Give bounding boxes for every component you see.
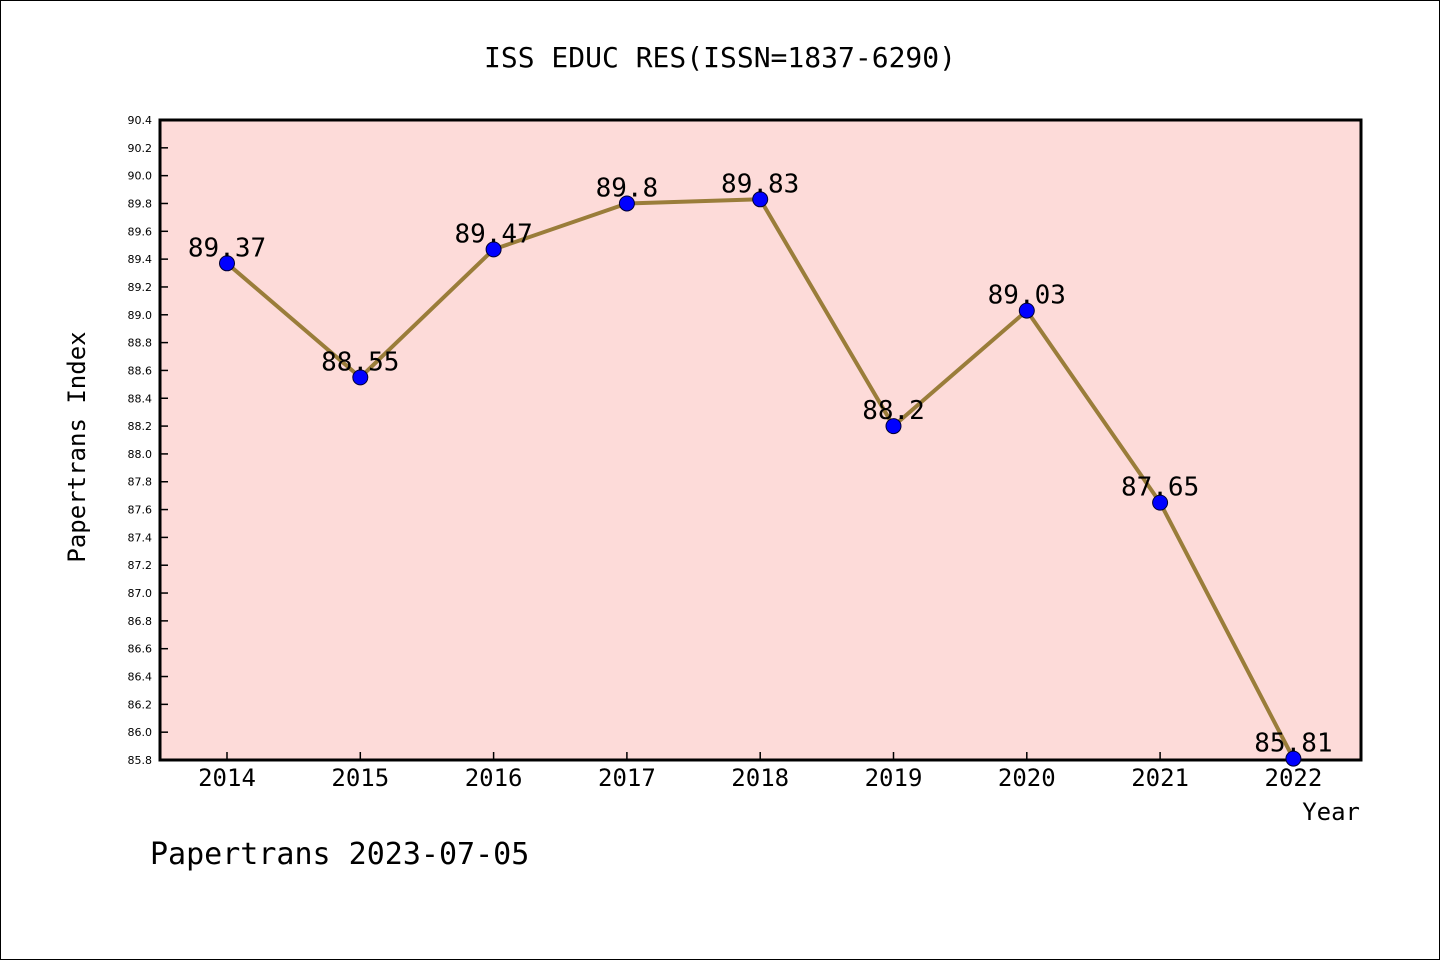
y-tick-label: 87.6	[128, 504, 153, 517]
data-point-marker	[752, 191, 769, 208]
series-line-group	[219, 191, 1302, 767]
plot-area	[158, 118, 1363, 762]
y-tick-label: 86.6	[128, 643, 153, 656]
x-tick-label: 2021	[1131, 764, 1189, 792]
y-tick-label: 89.0	[128, 309, 153, 322]
x-tick-label: 2020	[998, 764, 1056, 792]
x-tick-label: 2019	[865, 764, 923, 792]
data-label: 89.8	[596, 173, 659, 203]
data-point-marker	[1152, 494, 1169, 511]
data-label: 89.03	[988, 281, 1066, 311]
data-point-marker	[352, 369, 369, 386]
x-tick-label: 2016	[465, 764, 523, 792]
data-label: 87.65	[1121, 473, 1199, 503]
y-tick-label: 88.2	[128, 420, 153, 433]
x-tick-label: 2017	[598, 764, 656, 792]
data-label: 89.83	[721, 169, 799, 199]
y-tick-label: 86.4	[128, 671, 153, 684]
y-tick-label: 86.2	[128, 698, 153, 711]
y-tick-label: 89.8	[128, 197, 153, 210]
x-tick-label: 2022	[1265, 764, 1323, 792]
y-tick-label: 87.2	[128, 559, 153, 572]
footer-text: Papertrans 2023-07-05	[150, 837, 529, 872]
data-point-marker	[1018, 302, 1035, 319]
data-point-marker	[885, 418, 902, 435]
y-tick-label: 86.0	[128, 726, 153, 739]
y-tick-label: 87.8	[128, 476, 153, 489]
y-tick-label: 89.6	[128, 225, 153, 238]
y-axis: 85.8 86.0 86.2 86.4 86.6 86.8 87.0 87.2 87.4 87.6…	[128, 114, 168, 767]
data-label: 88.55	[321, 347, 399, 377]
data-labels-group: 89.37 88.55 89.47 89.8 89.83 88.2 89.03 87.65 85…	[188, 169, 1333, 758]
y-tick-label: 88.0	[128, 448, 153, 461]
x-tick-label: 2015	[331, 764, 389, 792]
x-axis-label: Year	[1302, 798, 1360, 826]
data-label: 89.37	[188, 233, 266, 263]
y-tick-label: 85.8	[128, 754, 153, 767]
chart-title: ISS EDUC RES(ISSN=1837-6290)	[484, 41, 956, 74]
y-tick-label: 90.4	[128, 114, 153, 127]
y-tick-label: 90.0	[128, 170, 153, 183]
y-tick-label: 89.4	[128, 253, 153, 266]
data-label: 89.47	[454, 219, 532, 249]
x-axis: 2014 2015 2016 2017 2018 2019 2020 2021 2022	[198, 752, 1322, 792]
y-tick-label: 88.8	[128, 337, 153, 350]
y-tick-label: 86.8	[128, 615, 153, 628]
data-point-marker	[618, 195, 635, 212]
x-tick-label: 2014	[198, 764, 256, 792]
data-point-marker	[485, 241, 502, 258]
x-tick-label: 2018	[731, 764, 789, 792]
data-label: 85.81	[1254, 729, 1332, 759]
y-tick-label: 88.6	[128, 364, 153, 377]
y-tick-label: 90.2	[128, 142, 153, 155]
y-tick-label: 88.4	[128, 392, 153, 405]
y-tick-label: 87.0	[128, 587, 153, 600]
y-axis-label: Papertrans Index	[63, 331, 91, 562]
data-point-marker	[1285, 750, 1302, 767]
data-point-marker	[219, 255, 235, 272]
y-tick-label: 89.2	[128, 281, 153, 294]
y-tick-label: 87.4	[128, 531, 153, 544]
data-label: 88.2	[862, 396, 925, 426]
